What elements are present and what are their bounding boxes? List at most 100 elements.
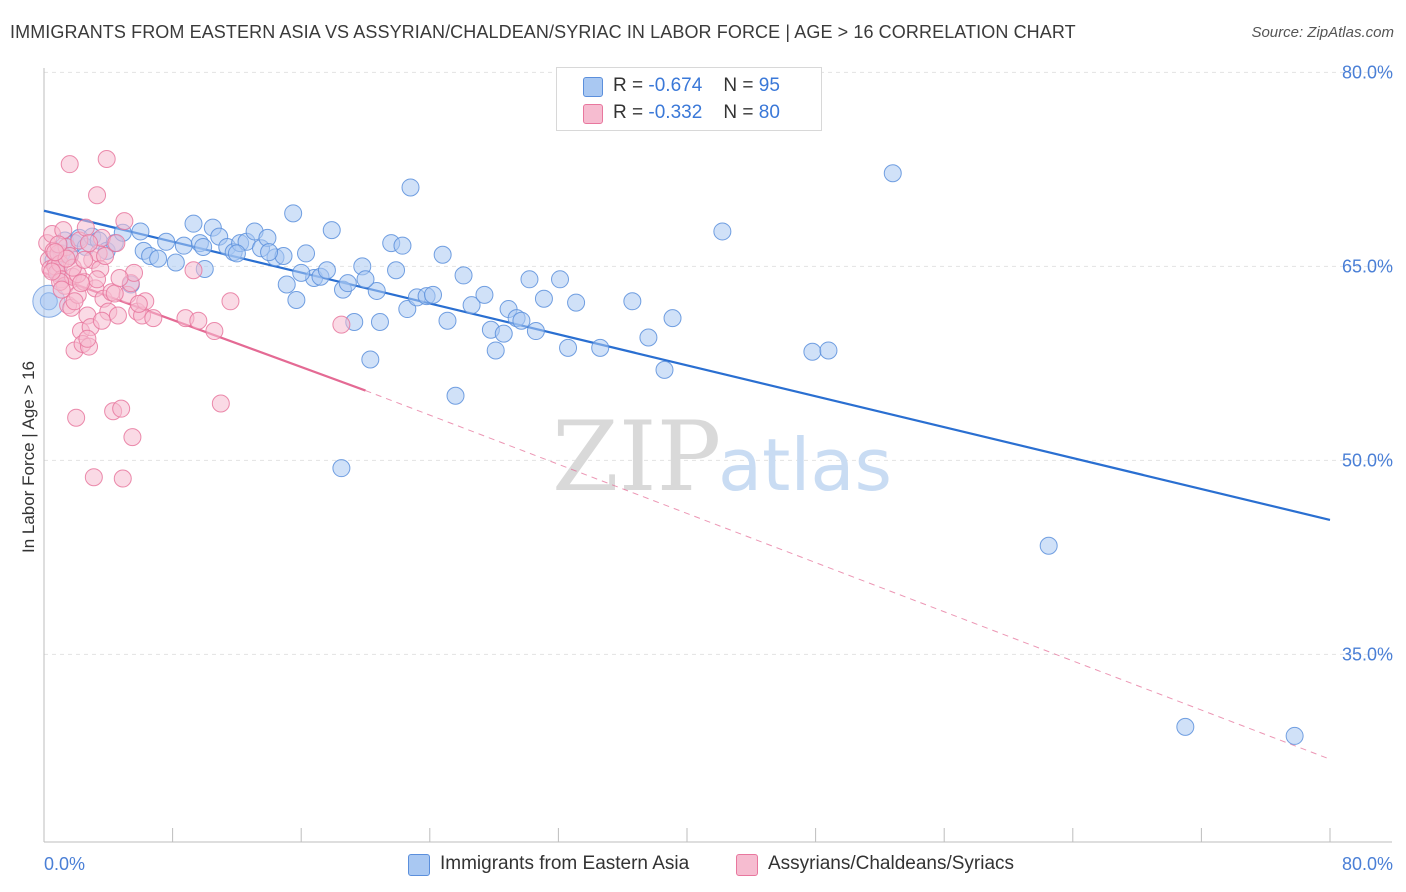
data-point — [297, 244, 316, 263]
data-point — [520, 270, 539, 289]
data-point — [292, 263, 311, 282]
legend-swatch-pink — [736, 854, 758, 876]
x-tick-label: 0.0% — [44, 854, 85, 874]
stats-n-label: N = — [723, 102, 754, 123]
data-point — [110, 269, 129, 288]
watermark-zip: ZIP — [552, 401, 721, 513]
y-tick-labels: 80.0% 65.0% 50.0% 35.0% — [1342, 62, 1393, 664]
data-point — [166, 253, 185, 272]
data-point — [131, 222, 150, 241]
data-point — [332, 315, 351, 334]
data-point — [205, 322, 224, 341]
data-point — [494, 324, 513, 343]
data-point — [623, 292, 642, 311]
stats-legend: R = -0.674 N = 95 R = -0.332 N = 80 — [556, 67, 822, 131]
y-tick-label: 50.0% — [1342, 450, 1393, 470]
x-tick-labels: 0.0% 80.0% — [44, 854, 1393, 874]
data-point — [105, 284, 124, 303]
series-assyrian-points — [38, 150, 351, 488]
data-point — [1039, 536, 1058, 555]
grid-lines — [44, 71, 1392, 655]
data-point — [322, 221, 341, 240]
stats-r-value: -0.674 — [648, 75, 703, 96]
data-point — [96, 247, 115, 266]
data-point — [393, 236, 412, 255]
y-tick-label: 80.0% — [1342, 62, 1393, 82]
data-point — [287, 291, 306, 310]
data-point — [75, 250, 94, 269]
stats-n-label: N = — [723, 75, 754, 96]
series-eastern-asia-points — [32, 164, 1304, 745]
data-point — [46, 243, 65, 262]
data-point — [317, 261, 336, 280]
data-point — [883, 164, 902, 183]
y-tick-label: 35.0% — [1342, 644, 1393, 664]
stats-r-label: R = — [613, 75, 644, 96]
data-point — [211, 394, 230, 413]
data-point — [1176, 717, 1195, 736]
data-point — [71, 274, 90, 293]
data-point — [60, 155, 79, 174]
data-point — [462, 296, 481, 315]
data-point — [84, 468, 103, 487]
legend-swatch-blue — [408, 854, 430, 876]
data-point — [149, 249, 168, 268]
data-point — [67, 408, 86, 427]
stats-r-value: -0.332 — [648, 102, 703, 123]
data-point — [123, 428, 142, 447]
data-point — [401, 178, 420, 197]
data-point — [567, 293, 586, 312]
data-point — [76, 218, 95, 237]
data-point — [454, 266, 473, 285]
data-point — [424, 285, 443, 304]
stats-r-label: R = — [613, 102, 644, 123]
data-point — [184, 214, 203, 233]
data-point — [80, 234, 99, 253]
data-point — [559, 338, 578, 357]
data-point — [591, 338, 610, 357]
data-point — [112, 399, 131, 418]
source-label: Source: ZipAtlas.com — [1251, 24, 1394, 41]
data-point — [356, 270, 375, 289]
watermark-atlas: atlas — [718, 423, 892, 507]
data-point — [221, 292, 240, 311]
series-legend: Immigrants from Eastern Asia Assyrians/C… — [0, 852, 1406, 878]
data-point — [332, 459, 351, 478]
data-point — [260, 243, 279, 262]
data-point — [43, 262, 62, 281]
data-point — [107, 234, 126, 253]
data-point — [361, 350, 380, 369]
data-point — [446, 386, 465, 405]
data-point — [475, 285, 494, 304]
data-point — [144, 309, 163, 328]
stats-n-value: 80 — [758, 102, 780, 123]
stats-swatch-pink — [583, 104, 603, 124]
data-point — [370, 312, 389, 331]
legend-label-assyrian: Assyrians/Chaldeans/Syriacs — [768, 853, 1015, 874]
y-axis-label: In Labor Force | Age > 16 — [19, 361, 38, 553]
x-tick-label: 80.0% — [1342, 854, 1393, 874]
data-point — [97, 150, 116, 169]
data-point — [803, 342, 822, 361]
y-tick-label: 65.0% — [1342, 256, 1393, 276]
data-point — [1285, 726, 1304, 745]
data-point — [534, 289, 553, 308]
data-point — [663, 309, 682, 328]
data-point — [639, 328, 658, 347]
data-point — [433, 245, 452, 264]
axes — [43, 68, 1392, 843]
data-point — [113, 469, 132, 488]
data-point — [189, 311, 208, 330]
data-point — [194, 237, 213, 256]
data-point — [52, 280, 71, 299]
trend-line-assyrian-extension — [365, 390, 1331, 760]
data-point — [387, 261, 406, 280]
trend-line-eastern-asia — [43, 209, 1331, 521]
data-point — [88, 270, 107, 289]
data-point — [65, 292, 84, 311]
data-point — [184, 261, 203, 280]
data-point — [655, 360, 674, 379]
stats-n-value: 95 — [758, 75, 780, 96]
chart-title: IMMIGRANTS FROM EASTERN ASIA VS ASSYRIAN… — [10, 22, 1076, 42]
